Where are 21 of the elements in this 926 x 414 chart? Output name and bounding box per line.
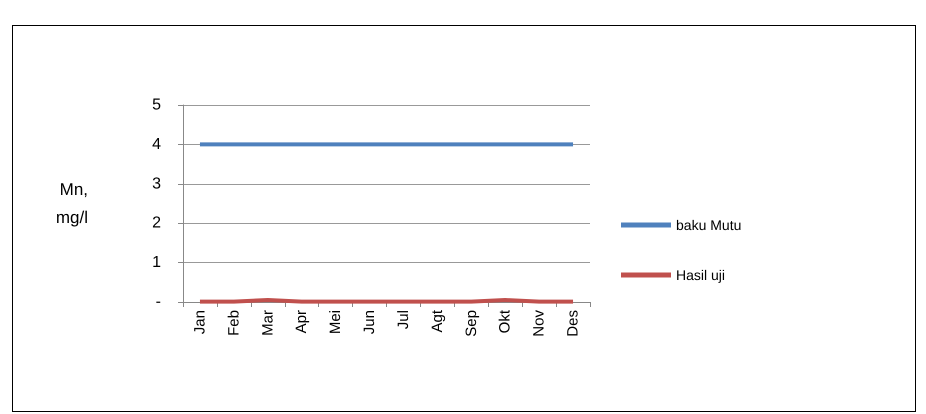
legend-label: Hasil uji: [676, 267, 726, 283]
y-axis-title: Mn, mg/l: [56, 180, 88, 227]
x-tick-label: Okt: [496, 309, 514, 334]
x-tick-label: Des: [564, 310, 582, 337]
x-tick-label: Agt: [428, 309, 446, 333]
y-tick-label: 1: [152, 254, 162, 272]
y-tick-label: 4: [152, 136, 162, 153]
x-tick-label: Mar: [259, 310, 276, 336]
y-tick-label: 3: [152, 175, 162, 192]
x-tick-label: Sep: [462, 310, 480, 337]
y-tick-label: 2: [152, 214, 162, 232]
legend-label: baku Mutu: [676, 217, 742, 233]
x-tick-label: Jun: [361, 310, 378, 334]
y-tick-label: 5: [152, 96, 162, 114]
x-tick-label: Jul: [394, 310, 412, 330]
x-tick-label: Jan: [191, 310, 208, 334]
y-tick-label: -: [156, 294, 161, 310]
x-tick-label: Feb: [225, 310, 242, 336]
x-tick-label: Mei: [327, 310, 344, 334]
x-tick-label: Apr: [293, 310, 310, 334]
x-tick-label: Nov: [530, 310, 548, 337]
